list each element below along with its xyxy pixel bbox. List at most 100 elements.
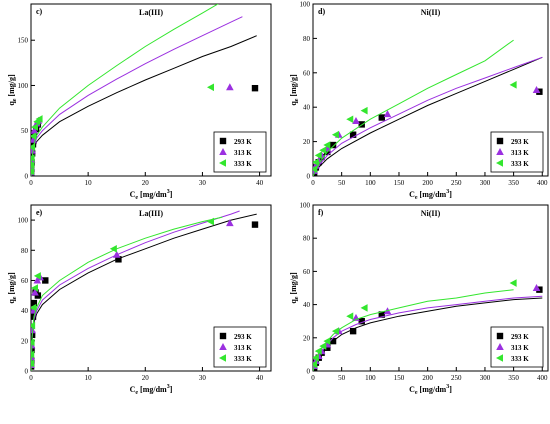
x-tick-label: 10: [85, 374, 93, 382]
data-point-series-3: [323, 141, 331, 149]
y-tick-label: 150: [18, 37, 29, 45]
legend: 293 K 313 K 333 K: [213, 326, 267, 368]
data-point-series-3: [33, 272, 41, 280]
data-point-series-3: [313, 360, 318, 369]
y-tick-label: 40: [303, 104, 311, 112]
y-tick-label: 20: [21, 337, 29, 345]
data-point-series-3: [31, 161, 35, 169]
y-axis-label: qe [mg/g]: [7, 74, 18, 106]
legend-marker-2: [496, 343, 504, 350]
legend-label: 333 K: [511, 355, 529, 363]
legend-label: 313 K: [511, 344, 529, 352]
x-tick-label: 200: [422, 374, 433, 382]
chart-panel-1: 0 10 20 30 40 0 50 100 150 c) La(III) Ce [mg/dm3] qe…: [7, 3, 272, 201]
x-tick-label: 40: [256, 179, 264, 187]
legend-marker-3: [496, 354, 503, 362]
data-point-series-1: [378, 114, 385, 121]
data-point-series-3: [31, 284, 38, 292]
data-point-series-1: [251, 84, 259, 92]
data-point-series-3: [31, 321, 36, 330]
x-tick-label: 300: [480, 179, 491, 187]
legend-marker-1: [219, 137, 227, 145]
x-tick-label: 250: [451, 374, 462, 382]
x-tick-label: 100: [365, 374, 376, 382]
data-point-series-3: [360, 106, 368, 115]
x-tick-label: 0: [311, 179, 315, 187]
y-tick-label: 100: [300, 1, 311, 9]
legend: 293 K 313 K 333 K: [490, 131, 544, 173]
fit-curve-2: [31, 210, 240, 371]
y-tick-label: 80: [303, 35, 311, 43]
data-point-series-3: [314, 347, 322, 355]
legend-marker-1: [496, 137, 504, 145]
legend: 293 K 313 K 333 K: [490, 326, 544, 368]
data-point-series-3: [319, 342, 327, 350]
x-tick-label: 40: [256, 374, 264, 382]
legend-marker-1: [496, 332, 504, 340]
x-tick-label: 30: [199, 179, 207, 187]
y-tick-label: 0: [25, 173, 29, 181]
legend-label: 313 K: [234, 344, 252, 352]
y-tick-label: 0: [307, 368, 311, 376]
x-axis-label: Ce [mg/dm3]: [130, 384, 173, 396]
plot-frame: [312, 3, 549, 177]
x-tick-label: 50: [338, 374, 346, 382]
panel-label: e): [36, 208, 43, 217]
x-axis-label: Ce [mg/dm3]: [409, 189, 452, 201]
data-point-series-1: [349, 131, 357, 138]
data-point-series-1: [329, 337, 337, 345]
fit-curve-3: [31, 216, 223, 371]
data-point-series-3: [509, 279, 517, 287]
legend-label: 293 K: [234, 333, 252, 341]
x-tick-label: 350: [508, 179, 519, 187]
chart-title: La(III): [139, 209, 163, 218]
legend-label: 333 K: [234, 160, 252, 168]
data-point-series-3: [31, 303, 37, 312]
x-tick-label: 10: [85, 179, 93, 187]
data-point-series-1: [349, 327, 357, 335]
data-point-series-1: [42, 277, 49, 284]
data-point-series-3: [509, 81, 517, 89]
data-point-series-1: [324, 344, 331, 351]
legend-marker-2: [496, 148, 504, 155]
data-point-series-3: [31, 132, 37, 140]
panel-label: c): [36, 7, 43, 16]
chart-title: Ni(II): [421, 8, 441, 17]
x-tick-label: 200: [422, 179, 433, 187]
data-point-series-3: [31, 154, 35, 162]
legend: 293 K 313 K 333 K: [213, 131, 267, 173]
data-point-series-3: [313, 353, 319, 362]
x-tick-label: 150: [394, 374, 405, 382]
data-point-series-3: [31, 167, 35, 176]
plot-frame: [312, 204, 549, 372]
data-point-series-3: [31, 350, 35, 359]
data-point-series-1: [31, 346, 35, 354]
data-point-series-1: [115, 256, 122, 263]
data-point-series-2: [352, 116, 360, 124]
data-point-series-3: [346, 312, 354, 321]
panel-label: d): [318, 7, 325, 16]
data-point-series-3: [313, 158, 319, 167]
legend-marker-3: [219, 159, 226, 167]
y-tick-label: 100: [18, 217, 29, 225]
y-tick-label: 60: [21, 277, 29, 285]
x-tick-label: 0: [29, 179, 33, 187]
x-tick-label: 150: [394, 179, 405, 187]
data-point-series-1: [34, 292, 42, 299]
y-tick-label: 20: [303, 334, 311, 342]
y-axis-label: qe [mg/g]: [7, 272, 18, 304]
data-point-series-1: [329, 141, 337, 149]
chart-panel-3: 0 10 20 30 40 0 20 40 60 80 100 e) La(III) Ce [mg/dm3…: [7, 204, 272, 396]
legend-label: 333 K: [511, 160, 529, 168]
y-tick-label: 80: [21, 247, 29, 255]
data-point-series-3: [331, 327, 339, 335]
data-point-series-2: [112, 250, 121, 258]
data-point-series-1: [358, 318, 365, 325]
legend-label: 333 K: [234, 355, 252, 363]
legend-label: 293 K: [511, 333, 529, 341]
x-tick-label: 50: [338, 179, 346, 187]
chart-panel-2: 0 50 100 150 200 250 300 350 400 0 20 40 60 80 100 d) Ni…: [289, 1, 549, 201]
data-point-series-2: [31, 288, 39, 296]
data-point-series-2: [31, 126, 39, 134]
data-point-series-2: [532, 86, 541, 93]
